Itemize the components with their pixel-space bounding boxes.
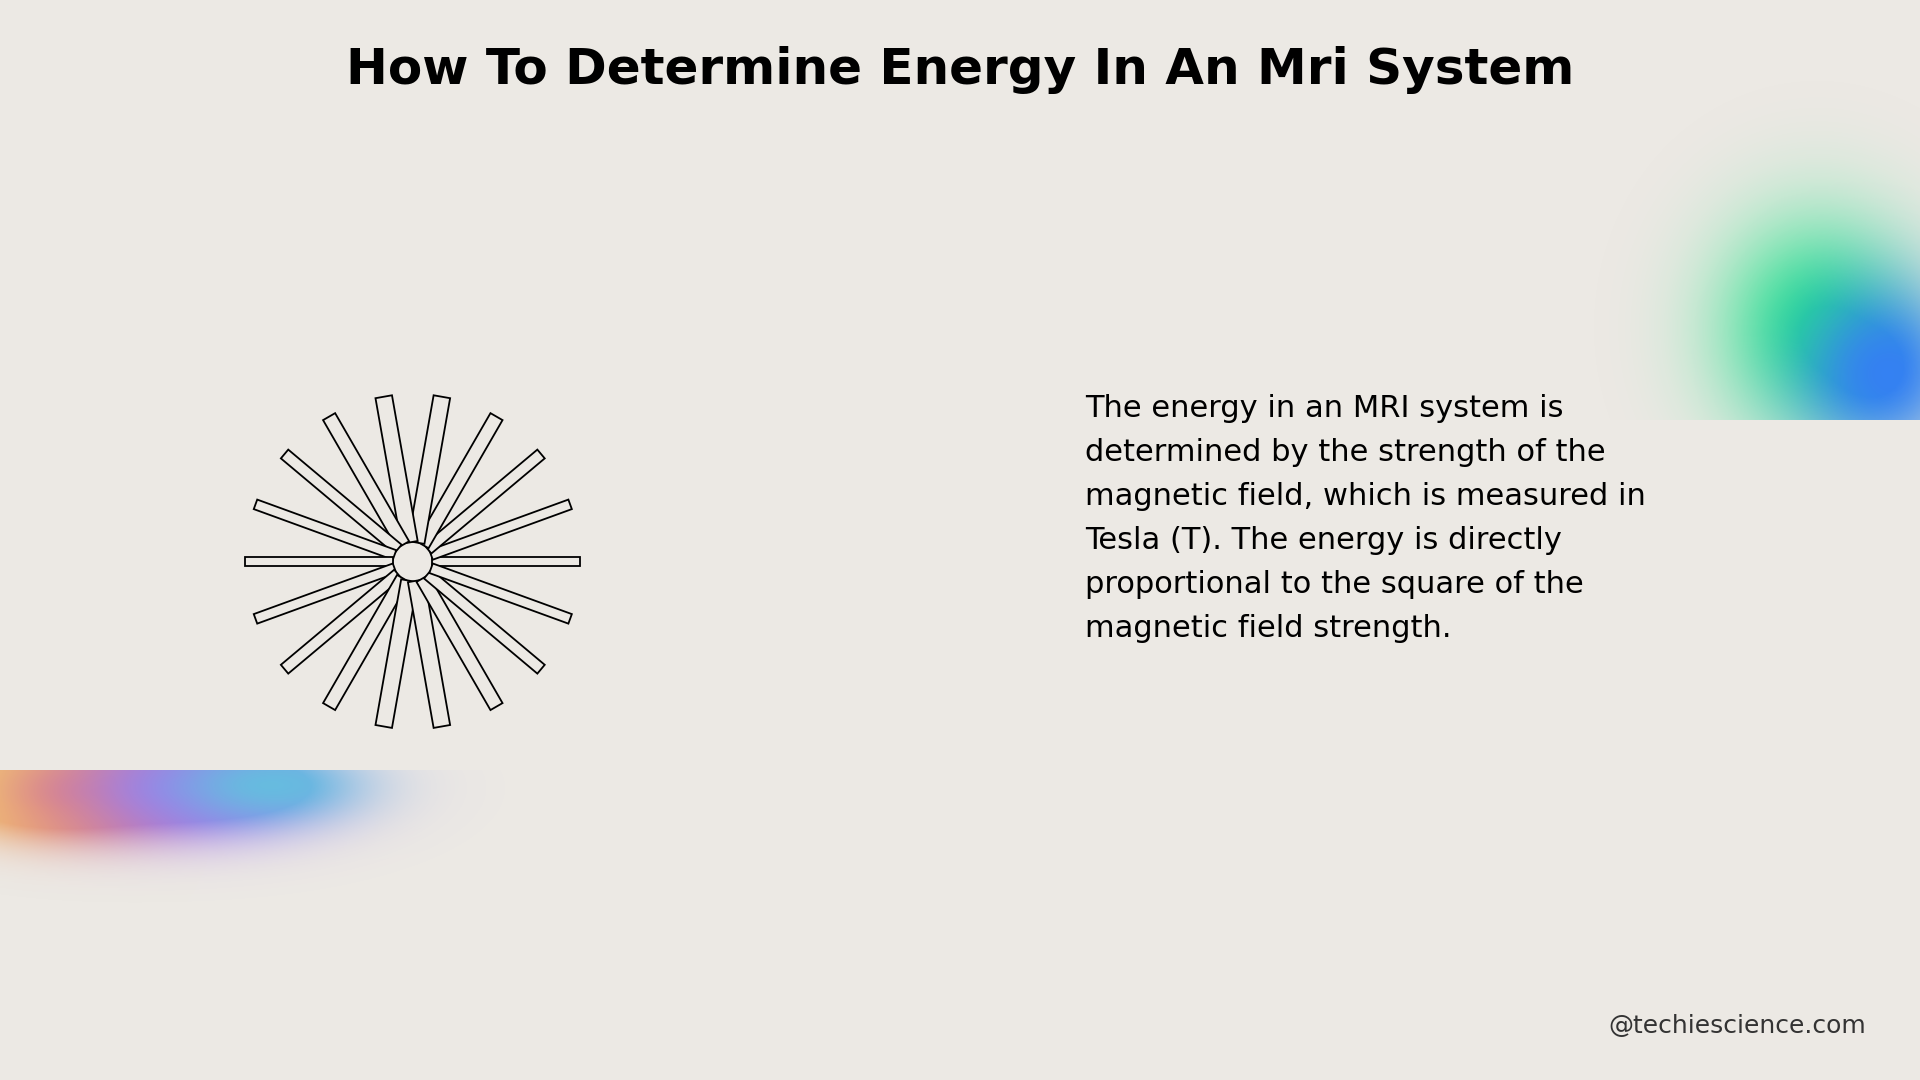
Text: The energy in an MRI system is
determined by the strength of the
magnetic field,: The energy in an MRI system is determine… — [1085, 394, 1645, 643]
Polygon shape — [432, 557, 580, 566]
Text: How To Determine Energy In An Mri System: How To Determine Energy In An Mri System — [346, 46, 1574, 94]
Text: @techiescience.com: @techiescience.com — [1609, 1014, 1866, 1038]
Polygon shape — [246, 557, 394, 566]
Polygon shape — [376, 395, 419, 544]
Polygon shape — [253, 564, 396, 623]
Polygon shape — [407, 395, 449, 544]
Polygon shape — [253, 500, 396, 559]
Polygon shape — [417, 414, 503, 549]
Polygon shape — [280, 570, 401, 674]
Polygon shape — [323, 575, 409, 710]
Polygon shape — [407, 579, 449, 728]
Polygon shape — [430, 564, 572, 623]
Polygon shape — [417, 575, 503, 710]
Polygon shape — [424, 449, 545, 553]
Polygon shape — [430, 500, 572, 559]
Polygon shape — [323, 414, 409, 549]
Polygon shape — [376, 579, 419, 728]
Polygon shape — [424, 570, 545, 674]
Polygon shape — [280, 449, 401, 553]
